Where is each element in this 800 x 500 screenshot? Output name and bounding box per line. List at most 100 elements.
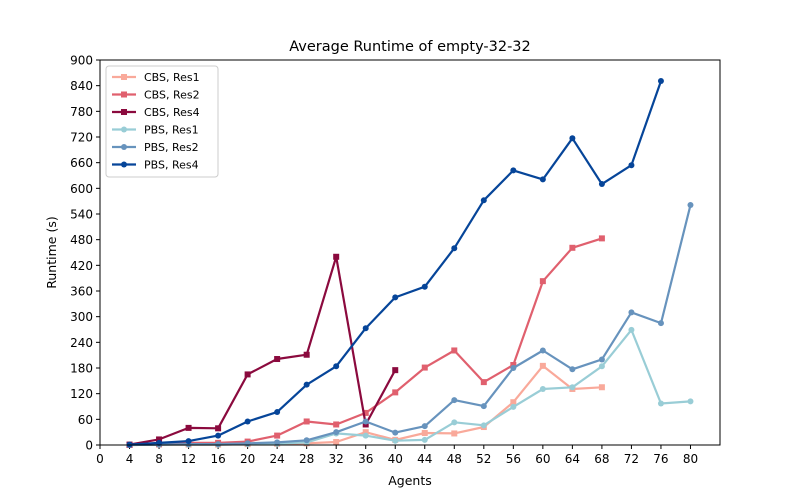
legend-item: PBS, Res4 bbox=[112, 159, 199, 172]
data-point bbox=[215, 432, 222, 439]
data-point bbox=[451, 419, 458, 426]
y-tick-label: 240 bbox=[70, 336, 93, 350]
data-point bbox=[480, 379, 487, 386]
x-tick-label: 4 bbox=[126, 452, 134, 466]
y-tick-label: 180 bbox=[70, 362, 93, 376]
data-point bbox=[569, 135, 576, 142]
x-tick-label: 44 bbox=[417, 452, 432, 466]
x-tick-label: 60 bbox=[535, 452, 550, 466]
series-line bbox=[129, 204, 692, 447]
data-point bbox=[598, 384, 605, 391]
data-point bbox=[510, 399, 517, 406]
series-cbs-res4 bbox=[126, 253, 399, 448]
data-point bbox=[628, 326, 635, 333]
data-point bbox=[421, 283, 428, 290]
legend-label: PBS, Res1 bbox=[144, 124, 199, 137]
data-point bbox=[392, 389, 399, 396]
plot-frame bbox=[99, 59, 721, 446]
y-tick-label: 60 bbox=[78, 413, 93, 427]
y-tick-label: 540 bbox=[70, 208, 93, 222]
x-tick-label: 12 bbox=[181, 452, 196, 466]
y-tick-label: 360 bbox=[70, 285, 93, 299]
data-point bbox=[569, 366, 576, 373]
data-point bbox=[362, 429, 369, 436]
x-tick-label: 72 bbox=[624, 452, 639, 466]
data-point bbox=[392, 294, 399, 301]
data-point bbox=[215, 425, 222, 432]
legend-item: CBS, Res4 bbox=[112, 106, 200, 119]
legend-swatch-marker bbox=[121, 161, 127, 168]
data-point bbox=[569, 384, 576, 391]
legend-swatch-marker bbox=[121, 109, 127, 115]
data-point bbox=[657, 77, 664, 84]
y-tick-label: 480 bbox=[70, 233, 93, 247]
x-tick-label: 8 bbox=[155, 452, 163, 466]
series-cbs-res2 bbox=[126, 235, 605, 448]
legend-item: CBS, Res1 bbox=[112, 71, 200, 84]
x-tick-label: 20 bbox=[240, 452, 255, 466]
legend-label: PBS, Res4 bbox=[144, 159, 199, 172]
legend-label: CBS, Res2 bbox=[144, 89, 200, 102]
data-point bbox=[598, 181, 605, 188]
data-point bbox=[215, 441, 222, 448]
legend-swatch-marker bbox=[121, 91, 127, 98]
y-tick-label: 720 bbox=[70, 131, 93, 145]
series-pbs-res4 bbox=[126, 77, 664, 448]
legend-label: CBS, Res4 bbox=[144, 106, 200, 119]
data-point bbox=[598, 363, 605, 370]
data-point bbox=[539, 176, 546, 183]
series-line bbox=[129, 255, 397, 446]
data-point bbox=[185, 424, 192, 431]
data-point bbox=[628, 309, 635, 316]
data-point bbox=[185, 438, 192, 445]
data-point bbox=[480, 422, 487, 429]
legend-label: CBS, Res1 bbox=[144, 71, 200, 84]
x-tick-label: 28 bbox=[299, 452, 314, 466]
x-axis-label: Agents bbox=[388, 473, 432, 488]
data-point bbox=[244, 418, 251, 425]
y-tick-label: 840 bbox=[70, 79, 93, 93]
data-point bbox=[539, 278, 546, 285]
data-point bbox=[480, 403, 487, 410]
data-point bbox=[421, 364, 428, 371]
data-point bbox=[451, 245, 458, 252]
data-point bbox=[421, 430, 428, 437]
y-tick-label: 120 bbox=[70, 387, 93, 401]
legend-item: PBS, Res1 bbox=[112, 124, 199, 137]
data-point bbox=[303, 381, 310, 388]
data-point bbox=[392, 429, 399, 436]
data-point bbox=[598, 356, 605, 363]
data-point bbox=[569, 244, 576, 251]
data-point bbox=[598, 235, 605, 242]
data-point bbox=[156, 436, 163, 443]
data-point bbox=[657, 320, 664, 327]
x-tick-label: 80 bbox=[683, 452, 698, 466]
data-point bbox=[333, 363, 340, 370]
y-tick-label: 0 bbox=[85, 439, 93, 453]
x-tick-label: 24 bbox=[270, 452, 285, 466]
x-tick-label: 48 bbox=[447, 452, 462, 466]
y-tick-label: 660 bbox=[70, 156, 93, 170]
data-point bbox=[362, 418, 369, 425]
y-tick-label: 300 bbox=[70, 310, 93, 324]
data-point bbox=[539, 362, 546, 369]
y-axis-label: Runtime (s) bbox=[44, 216, 59, 288]
y-tick-label: 420 bbox=[70, 259, 93, 273]
data-point bbox=[510, 365, 517, 371]
data-point bbox=[274, 439, 281, 446]
data-point bbox=[687, 202, 694, 209]
data-point bbox=[333, 429, 340, 436]
data-point bbox=[362, 409, 369, 416]
legend-item: PBS, Res2 bbox=[112, 141, 199, 154]
y-tick-label: 600 bbox=[70, 182, 93, 196]
chart-title: Average Runtime of empty-32-32 bbox=[289, 39, 531, 55]
legend: CBS, Res1 CBS, Res2 CBS, Res4 PBS, Res1 PBS,… bbox=[105, 65, 219, 178]
legend-swatch-marker bbox=[121, 74, 127, 80]
data-point bbox=[628, 162, 635, 169]
series-pbs-res2 bbox=[126, 202, 694, 448]
data-point bbox=[362, 325, 369, 332]
data-point bbox=[480, 197, 487, 204]
axis-ticks: 0 4 8 12 16 20 24 28 32 36 40 44 48 52 56 60 64 68 72 76 800… bbox=[70, 54, 698, 467]
legend-item: CBS, Res2 bbox=[112, 89, 200, 102]
